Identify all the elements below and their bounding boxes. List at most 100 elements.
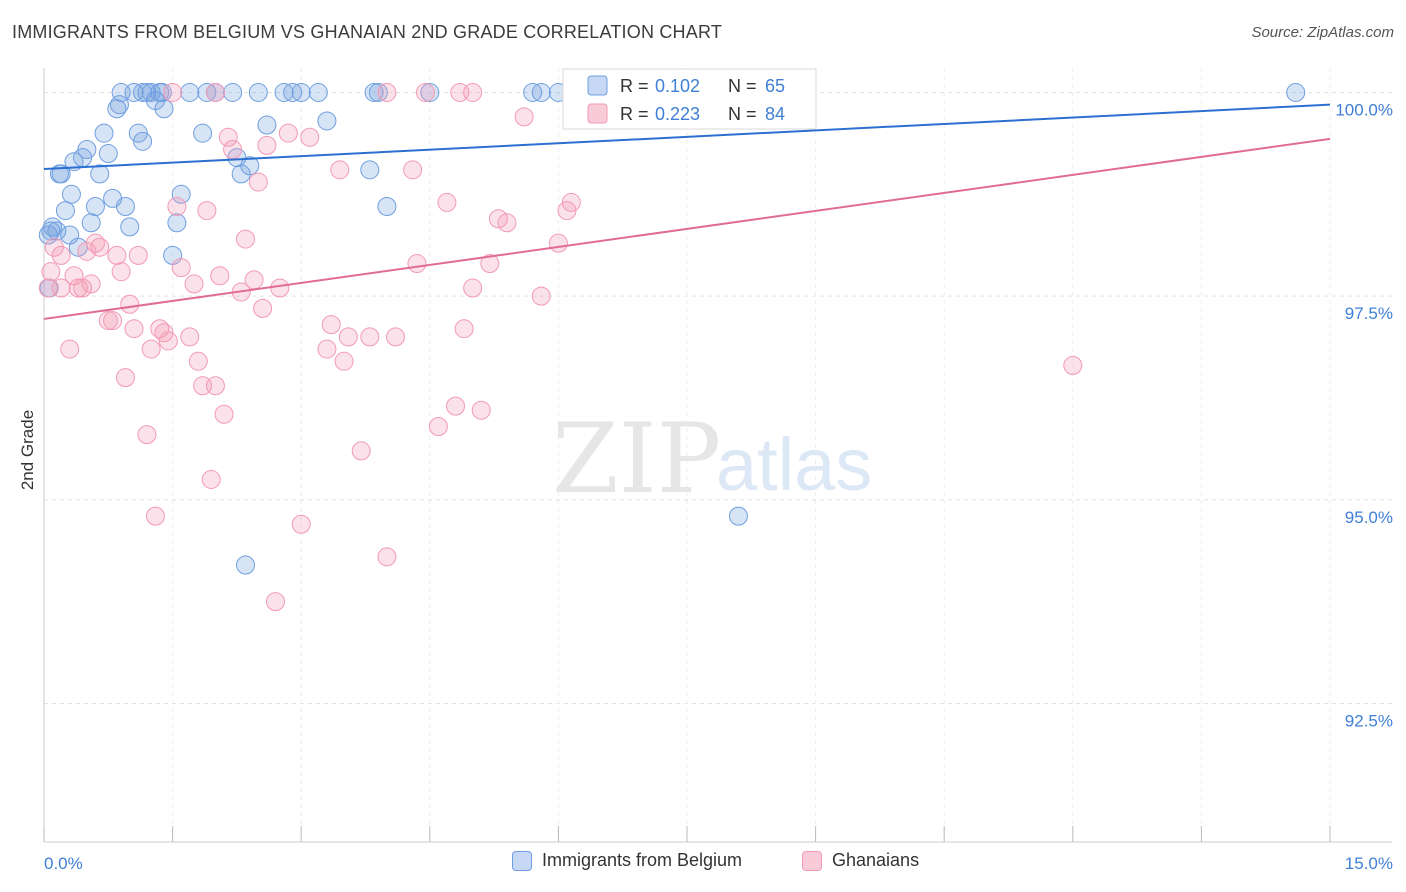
point-ghanaian — [463, 82, 483, 102]
trend-line-ghanaians — [43, 137, 1331, 320]
point-ghanaian — [51, 278, 71, 298]
legend-r-value-2: 0.223 — [655, 104, 700, 124]
y-tick-label: 100.0% — [1335, 100, 1393, 119]
legend-n-label-1: N = — [728, 76, 757, 96]
legend-swatch-belgium-bottom — [512, 850, 532, 871]
point-ghanaian — [90, 237, 110, 257]
bottom-legend: Immigrants from Belgium Ghanaians — [0, 850, 1406, 880]
point-ghanaian — [248, 172, 268, 192]
point-ghanaian — [244, 270, 264, 290]
legend-label-belgium: Immigrants from Belgium — [542, 850, 743, 870]
point-ghanaian — [124, 319, 144, 339]
point-ghanaian — [163, 82, 183, 102]
point-ghanaian — [321, 315, 341, 335]
source-label: Source: ZipAtlas.com — [1251, 24, 1394, 41]
point-belgium — [291, 82, 311, 102]
point-ghanaian — [205, 376, 225, 396]
trend-lines — [43, 103, 1331, 320]
legend-r-label-2: R = — [620, 104, 649, 124]
point-ghanaian — [514, 107, 534, 127]
point-belgium — [133, 82, 153, 102]
point-ghanaian — [68, 278, 88, 298]
point-belgium — [223, 82, 243, 102]
point-ghanaian — [407, 254, 427, 274]
point-ghanaian — [403, 160, 423, 180]
point-ghanaian — [291, 514, 311, 534]
point-ghanaian — [98, 311, 118, 331]
point-ghanaian — [270, 278, 290, 298]
watermark-atlas: atlas — [716, 423, 872, 506]
point-ghanaian — [253, 298, 273, 318]
trend-line-belgium — [43, 103, 1331, 171]
point-ghanaian — [188, 351, 208, 371]
point-ghanaian — [120, 294, 140, 314]
legend-swatch-ghanaians-bottom — [802, 850, 822, 871]
y-axis-label: 2nd Grade — [18, 409, 37, 491]
point-ghanaian — [44, 237, 64, 257]
point-ghanaian — [377, 547, 397, 567]
point-ghanaian — [497, 213, 517, 233]
point-belgium — [308, 82, 328, 102]
point-ghanaian — [377, 82, 397, 102]
point-ghanaian — [107, 245, 127, 265]
chart-title: IMMIGRANTS FROM BELGIUM VS GHANAIAN 2ND … — [12, 22, 723, 42]
point-belgium — [85, 197, 105, 217]
point-ghanaian — [184, 274, 204, 294]
point-ghanaian — [141, 339, 161, 359]
point-ghanaian — [278, 123, 298, 143]
gridlines — [44, 68, 1392, 842]
point-belgium — [420, 82, 440, 102]
point-ghanaian — [338, 327, 358, 347]
point-ghanaian — [446, 396, 466, 416]
point-ghanaian — [416, 82, 436, 102]
point-ghanaian — [115, 368, 135, 388]
point-ghanaian — [235, 229, 255, 249]
point-belgium — [531, 82, 551, 102]
legend-n-value-1: 65 — [765, 76, 785, 96]
legend-swatch-ghanaians — [587, 103, 608, 124]
point-ghanaian — [360, 327, 380, 347]
point-belgium — [193, 123, 213, 143]
point-belgium — [77, 139, 97, 159]
point-belgium — [55, 201, 75, 221]
point-ghanaian — [437, 192, 457, 212]
point-belgium — [240, 156, 260, 176]
watermark: ZIP atlas — [552, 403, 872, 515]
point-belgium — [728, 506, 748, 526]
legend-n-value-2: 84 — [765, 104, 785, 124]
y-tick-label: 97.5% — [1345, 304, 1393, 323]
point-belgium — [257, 115, 277, 135]
point-ghanaian — [145, 506, 165, 526]
point-belgium — [94, 123, 114, 143]
axes — [43, 68, 1392, 843]
point-ghanaian — [81, 274, 101, 294]
point-ghanaian — [103, 311, 123, 331]
point-belgium — [133, 131, 153, 151]
point-belgium — [154, 99, 174, 119]
point-belgium — [90, 164, 110, 184]
point-ghanaian — [548, 233, 568, 253]
point-belgium — [51, 164, 71, 184]
point-ghanaian — [351, 441, 371, 461]
point-ghanaian — [60, 339, 80, 359]
point-ghanaian — [463, 278, 483, 298]
point-belgium — [81, 213, 101, 233]
point-belgium — [317, 111, 337, 131]
point-ghanaian — [428, 416, 448, 436]
point-ghanaian — [471, 400, 491, 420]
point-belgium — [171, 184, 191, 204]
point-belgium — [109, 95, 129, 115]
legend-swatch-belgium — [587, 75, 608, 96]
point-ghanaian — [171, 258, 191, 278]
point-ghanaian — [330, 160, 350, 180]
point-ghanaian — [218, 127, 238, 147]
point-belgium — [180, 82, 200, 102]
point-ghanaian — [480, 254, 500, 274]
point-ghanaian — [167, 197, 187, 217]
point-ghanaian — [300, 127, 320, 147]
point-ghanaian — [201, 469, 221, 489]
y-tick-label: 95.0% — [1345, 508, 1393, 527]
x-tick-label: 15.0% — [1345, 854, 1393, 873]
point-belgium — [167, 213, 187, 233]
